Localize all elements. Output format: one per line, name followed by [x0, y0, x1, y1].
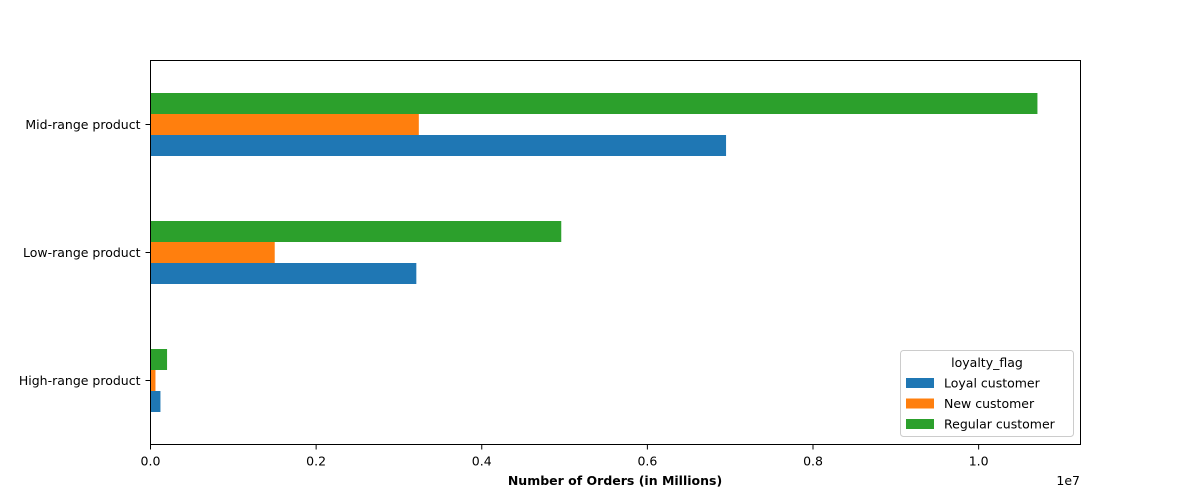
x-axis-offset-label: 1e7 — [1056, 473, 1080, 488]
legend-label-regular-customer: Regular customer — [944, 417, 1056, 432]
y-tick-label-high-range-product: High-range product — [19, 373, 141, 388]
legend-swatch-loyal-customer — [906, 378, 934, 388]
x-tick-label: 0.8 — [803, 454, 823, 469]
x-tick-label: 0.2 — [306, 454, 326, 469]
x-axis-label: Number of Orders (in Millions) — [508, 473, 722, 488]
bar-high-range-product-regular-customer — [150, 349, 168, 370]
y-tick-label-low-range-product: Low-range product — [23, 245, 141, 260]
bar-high-range-product-new-customer — [150, 370, 156, 391]
bar-low-range-product-loyal-customer — [150, 263, 417, 284]
bar-mid-range-product-loyal-customer — [150, 135, 727, 156]
bar-high-range-product-loyal-customer — [150, 391, 161, 412]
bar-mid-range-product-regular-customer — [150, 93, 1038, 114]
x-tick-label: 0.0 — [141, 454, 161, 469]
y-axis: High-range product Low-range product Mid-r… — [19, 117, 151, 388]
legend: loyalty_flag Loyal customer New customer R… — [900, 350, 1074, 437]
bar-low-range-product-new-customer — [150, 242, 275, 263]
bar-mid-range-product-new-customer — [150, 114, 419, 135]
legend-swatch-new-customer — [906, 398, 934, 409]
x-tick-label: 0.6 — [637, 454, 657, 469]
y-tick-label-mid-range-product: Mid-range product — [25, 117, 140, 132]
legend-label-loyal-customer: Loyal customer — [944, 376, 1041, 391]
x-tick-label: 0.4 — [472, 454, 492, 469]
legend-label-new-customer: New customer — [944, 396, 1035, 411]
bar-low-range-product-regular-customer — [150, 221, 562, 242]
bars-layer — [150, 93, 1038, 412]
legend-swatch-regular-customer — [906, 419, 934, 429]
legend-items: Loyal customer New customer Regular custom… — [906, 376, 1056, 432]
x-tick-label: 1.0 — [969, 454, 989, 469]
legend-title: loyalty_flag — [951, 355, 1023, 370]
legend-box — [900, 350, 1074, 437]
x-axis: 0.0 0.2 0.4 0.6 0.8 1.0 — [141, 444, 989, 469]
